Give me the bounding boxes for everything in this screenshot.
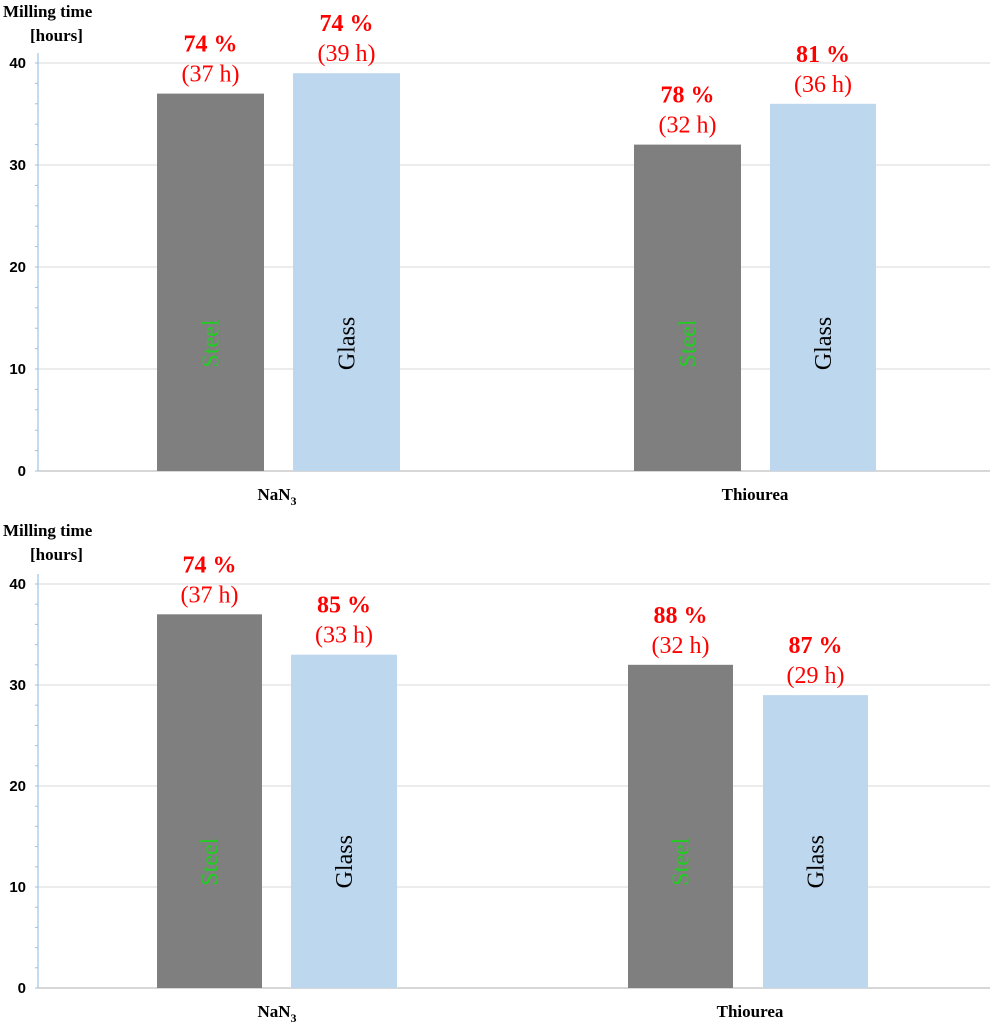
bar-glass — [293, 73, 400, 471]
y-axis-title: Milling time — [3, 521, 93, 540]
data-label-percent: 74 % — [184, 32, 238, 58]
y-tick-label: 40 — [9, 576, 26, 593]
y-tick-label: 20 — [9, 778, 26, 795]
data-label-percent: 74 % — [320, 11, 374, 37]
data-label-percent: 87 % — [789, 633, 843, 659]
data-label-percent: 74 % — [183, 552, 237, 578]
data-label-percent: 85 % — [317, 593, 371, 619]
y-axis-title: Milling time — [3, 2, 93, 21]
y-tick-label: 30 — [9, 677, 26, 694]
bar-series-label: Glass — [804, 835, 830, 888]
chart-panel-2: 0 10 20 30 40 Milling time [hours] NaN3 Thiourea… — [3, 521, 990, 1024]
data-label-hours: (37 h) — [182, 62, 240, 88]
y-tick-label: 30 — [9, 157, 26, 174]
x-category-label: Thiourea — [717, 1002, 784, 1021]
data-label-percent: 78 % — [661, 83, 715, 109]
y-tick-label: 0 — [18, 980, 26, 997]
x-category-label: NaN3 — [257, 1002, 296, 1024]
data-label-hours: (29 h) — [787, 663, 845, 689]
chart-panel-1: 0 10 20 30 40 Milling time [hours] NaN3 Thiourea… — [3, 2, 990, 508]
bar-steel — [628, 664, 733, 988]
y-tick-label: 0 — [18, 463, 26, 480]
bar-series-label: Glass — [811, 317, 837, 370]
bar-series-label: Steel — [199, 319, 225, 367]
bar-steel — [157, 614, 262, 988]
x-category-label: Thiourea — [722, 485, 789, 504]
y-tick-label: 10 — [9, 361, 26, 378]
data-label-percent: 88 % — [654, 603, 708, 629]
bar-series-label: Steel — [198, 837, 224, 885]
bar-glass — [770, 103, 876, 472]
data-label-hours: (32 h) — [659, 113, 717, 139]
y-tick-label: 40 — [9, 55, 26, 72]
y-axis-unit: [hours] — [30, 26, 83, 45]
x-category-label: NaN3 — [257, 485, 296, 508]
data-label-hours: (36 h) — [794, 72, 852, 98]
data-label-hours: (37 h) — [181, 582, 239, 608]
bar-glass — [291, 654, 397, 988]
bar-series-label: Steel — [669, 837, 695, 885]
data-label-percent: 81 % — [796, 42, 850, 68]
bar-series-label: Glass — [332, 835, 358, 888]
bar-series-label: Glass — [335, 317, 361, 370]
y-axis-unit: [hours] — [30, 545, 83, 564]
data-label-hours: (32 h) — [652, 633, 710, 659]
data-label-hours: (39 h) — [318, 41, 376, 67]
bar-steel — [634, 144, 741, 471]
y-tick-label: 20 — [9, 259, 26, 276]
bar-glass — [763, 695, 868, 988]
data-label-hours: (33 h) — [315, 623, 373, 649]
bar-steel — [157, 93, 264, 471]
bar-series-label: Steel — [676, 319, 702, 367]
y-tick-label: 10 — [9, 879, 26, 896]
